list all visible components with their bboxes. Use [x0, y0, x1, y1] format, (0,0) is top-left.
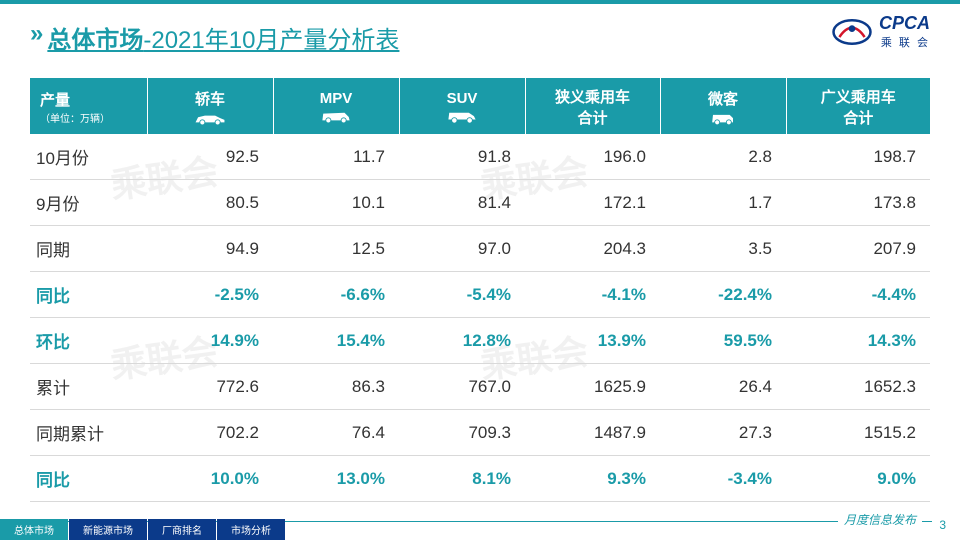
- cell-value: -2.5%: [147, 272, 273, 318]
- cell-value: 1625.9: [525, 364, 660, 410]
- cell-value: 13.0%: [273, 456, 399, 502]
- cell-value: 1652.3: [786, 364, 930, 410]
- cell-value: 1487.9: [525, 410, 660, 456]
- cell-value: 709.3: [399, 410, 525, 456]
- row-label: 同期: [30, 226, 147, 272]
- cell-value: 2.8: [660, 134, 786, 180]
- cell-value: 11.7: [273, 134, 399, 180]
- cell-value: 80.5: [147, 180, 273, 226]
- cell-value: -3.4%: [660, 456, 786, 502]
- cell-value: 173.8: [786, 180, 930, 226]
- cell-value: 76.4: [273, 410, 399, 456]
- cell-value: 13.9%: [525, 318, 660, 364]
- table-column-header: MPV: [273, 78, 399, 134]
- cell-value: 8.1%: [399, 456, 525, 502]
- table-head: 产量（单位：万辆）轿车MPVSUV狭义乘用车合计微客广义乘用车合计: [30, 78, 930, 134]
- footer-tab[interactable]: 总体市场: [0, 519, 68, 540]
- cell-value: 1.7: [660, 180, 786, 226]
- top-border: [0, 0, 960, 4]
- row-label: 同期累计: [30, 410, 147, 456]
- cell-value: 14.9%: [147, 318, 273, 364]
- table-wrap: 产量（单位：万辆）轿车MPVSUV狭义乘用车合计微客广义乘用车合计 10月份92…: [30, 78, 930, 502]
- cell-value: 12.8%: [399, 318, 525, 364]
- cell-value: 10.0%: [147, 456, 273, 502]
- cell-value: 15.4%: [273, 318, 399, 364]
- cell-value: 196.0: [525, 134, 660, 180]
- cell-value: 92.5: [147, 134, 273, 180]
- cell-value: 3.5: [660, 226, 786, 272]
- table-row: 9月份80.510.181.4172.11.7173.8: [30, 180, 930, 226]
- table-body: 10月份92.511.791.8196.02.8198.79月份80.510.1…: [30, 134, 930, 502]
- cell-value: -6.6%: [273, 272, 399, 318]
- row-label: 同比: [30, 272, 147, 318]
- cell-value: 10.1: [273, 180, 399, 226]
- footer-tabs: 总体市场新能源市场厂商排名市场分析: [0, 519, 286, 540]
- table-header-row: 产量（单位：万辆）轿车MPVSUV狭义乘用车合计微客广义乘用车合计: [30, 78, 930, 134]
- cell-value: 81.4: [399, 180, 525, 226]
- cell-value: 198.7: [786, 134, 930, 180]
- footer-tab[interactable]: 厂商排名: [148, 519, 216, 540]
- cell-value: 91.8: [399, 134, 525, 180]
- cell-value: 12.5: [273, 226, 399, 272]
- cell-value: 94.9: [147, 226, 273, 272]
- row-label: 累计: [30, 364, 147, 410]
- table-column-header: 轿车: [147, 78, 273, 134]
- row-label: 同比: [30, 456, 147, 502]
- cell-value: 702.2: [147, 410, 273, 456]
- cell-value: 9.0%: [786, 456, 930, 502]
- cell-value: 204.3: [525, 226, 660, 272]
- cell-value: 772.6: [147, 364, 273, 410]
- table-column-header: 广义乘用车合计: [786, 78, 930, 134]
- production-table: 产量（单位：万辆）轿车MPVSUV狭义乘用车合计微客广义乘用车合计 10月份92…: [30, 78, 930, 502]
- cell-value: -4.4%: [786, 272, 930, 318]
- cell-value: 59.5%: [660, 318, 786, 364]
- table-row: 环比14.9%15.4%12.8%13.9%59.5%14.3%: [30, 318, 930, 364]
- header: » 总体市场-2021年10月产量分析表: [30, 20, 930, 55]
- cell-value: 97.0: [399, 226, 525, 272]
- table-row: 同比10.0%13.0%8.1%9.3%-3.4%9.0%: [30, 456, 930, 502]
- cell-value: 172.1: [525, 180, 660, 226]
- chevron-icon: »: [30, 20, 39, 48]
- page-number: 3: [939, 518, 946, 532]
- cell-value: 9.3%: [525, 456, 660, 502]
- title-area: » 总体市场-2021年10月产量分析表: [30, 20, 399, 55]
- table-header-label: 产量（单位：万辆）: [30, 78, 147, 134]
- table-row: 同比-2.5%-6.6%-5.4%-4.1%-22.4%-4.4%: [30, 272, 930, 318]
- footer-text: 月度信息发布: [838, 511, 922, 528]
- cell-value: 14.3%: [786, 318, 930, 364]
- table-row: 10月份92.511.791.8196.02.8198.7: [30, 134, 930, 180]
- slide: 乘联会 乘联会 乘联会 乘联会 » 总体市场-2021年10月产量分析表 CPC…: [0, 0, 960, 540]
- cell-value: -5.4%: [399, 272, 525, 318]
- cell-value: 86.3: [273, 364, 399, 410]
- cell-value: -4.1%: [525, 272, 660, 318]
- row-label: 10月份: [30, 134, 147, 180]
- table-row: 同期累计702.276.4709.31487.927.31515.2: [30, 410, 930, 456]
- cell-value: 27.3: [660, 410, 786, 456]
- row-label: 9月份: [30, 180, 147, 226]
- cell-value: 207.9: [786, 226, 930, 272]
- cell-value: -22.4%: [660, 272, 786, 318]
- table-row: 累计772.686.3767.01625.926.41652.3: [30, 364, 930, 410]
- footer-tab[interactable]: 市场分析: [217, 519, 285, 540]
- cell-value: 26.4: [660, 364, 786, 410]
- row-label: 环比: [30, 318, 147, 364]
- cell-value: 1515.2: [786, 410, 930, 456]
- title-sub: -2021年10月产量分析表: [143, 20, 399, 55]
- cell-value: 767.0: [399, 364, 525, 410]
- table-row: 同期94.912.597.0204.33.5207.9: [30, 226, 930, 272]
- table-column-header: SUV: [399, 78, 525, 134]
- footer-tab[interactable]: 新能源市场: [69, 519, 147, 540]
- title-main: 总体市场: [47, 20, 143, 55]
- table-column-header: 狭义乘用车合计: [525, 78, 660, 134]
- table-column-header: 微客: [660, 78, 786, 134]
- page-title: 总体市场-2021年10月产量分析表: [47, 20, 399, 55]
